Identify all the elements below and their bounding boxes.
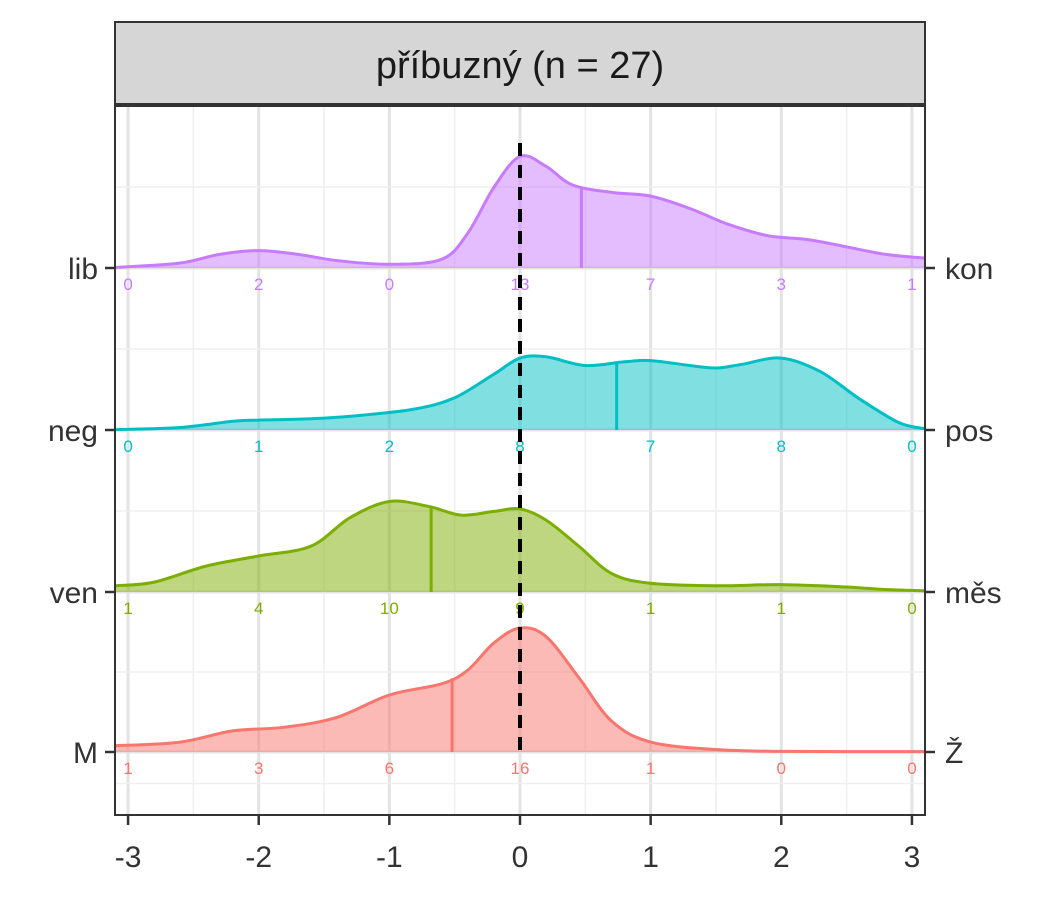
density-line [114,154,926,269]
count-label: 8 [515,437,524,456]
density-line [114,354,926,432]
count-label: 3 [254,759,263,778]
count-label: 2 [385,437,394,456]
count-label: 4 [254,599,263,618]
left-axis-label: M [73,737,98,770]
ridge-series [114,626,926,754]
count-label: 0 [385,275,394,294]
count-label: 1 [646,599,655,618]
right-axis-label: Ž [945,737,963,770]
left-axis-label: neg [48,415,98,448]
count-label: 0 [907,437,916,456]
density-area [115,627,925,752]
x-tick-label: 3 [904,841,921,874]
x-tick-label: 2 [773,841,790,874]
x-tick-label: 1 [642,841,659,874]
facet-strip: příbuzný (n = 27) [114,21,926,105]
chart-title: příbuzný (n = 27) [376,45,664,87]
count-label: 0 [907,759,916,778]
count-label: 1 [123,759,132,778]
right-axis-label: měs [945,577,1002,610]
count-label: 3 [777,275,786,294]
right-axis-label: pos [945,415,993,448]
count-label: 6 [385,759,394,778]
count-label: 0 [123,275,132,294]
count-label: 16 [511,759,530,778]
count-label: 1 [254,437,263,456]
x-tick-label: -2 [245,841,272,874]
density-line [114,626,926,754]
x-tick-label: -1 [376,841,403,874]
count-label: 1 [907,275,916,294]
axis-layer: lib kon neg pos ven měs M Ž -3 -2 -1 0 1 2 3 [48,253,1002,874]
left-axis-label: lib [68,253,98,286]
count-label: 1 [777,599,786,618]
count-label: 1 [646,759,655,778]
strip-background [114,21,926,105]
count-label: 2 [254,275,263,294]
count-label: 0 [123,437,132,456]
density-line [114,499,926,593]
count-label: 0 [777,759,786,778]
count-label: 7 [646,275,655,294]
count-label: 8 [777,437,786,456]
x-tick-label: 0 [512,841,529,874]
x-tick-label: -3 [115,841,142,874]
right-axis-label: kon [945,253,993,286]
count-label: 7 [646,437,655,456]
left-axis-label: ven [50,577,98,610]
count-label: 10 [380,599,399,618]
count-label: 0 [907,599,916,618]
count-label: 1 [123,599,132,618]
